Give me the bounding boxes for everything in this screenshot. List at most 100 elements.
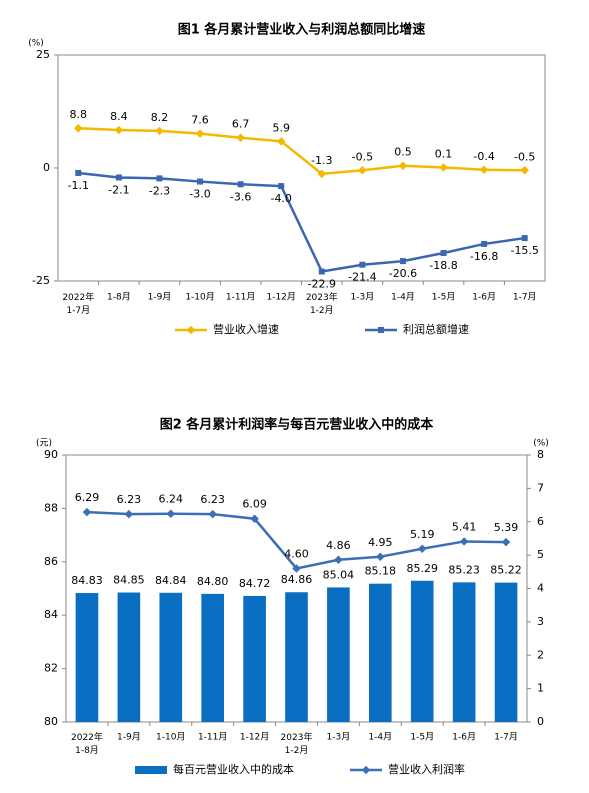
x-tick-label: 1-11月: [226, 292, 255, 303]
value-label: 5.41: [452, 520, 477, 533]
bar: [452, 582, 476, 722]
value-label: 85.04: [323, 568, 355, 581]
y-tick-label: 90: [44, 448, 58, 461]
value-label: -16.8: [470, 250, 498, 263]
point: [440, 249, 447, 256]
legend-marker: [186, 325, 196, 335]
y-tick-label: 80: [44, 715, 58, 728]
value-label: -1.3: [311, 154, 332, 167]
x-tick-label: 1-6月: [452, 732, 476, 743]
x-tick-label: 1-5月: [410, 732, 434, 743]
x-tick-label: 2022年 1-7月: [62, 291, 94, 316]
point: [318, 268, 325, 275]
point: [520, 166, 529, 175]
x-tick-label: 2022年 1-8月: [71, 731, 103, 756]
legend-marker: [378, 327, 384, 333]
y2-tick-label: 2: [537, 648, 544, 661]
point: [236, 133, 245, 142]
point: [114, 125, 124, 135]
value-label: -0.5: [352, 150, 373, 163]
point: [479, 165, 489, 175]
point: [521, 235, 528, 242]
point: [166, 509, 176, 518]
value-label: -4.0: [270, 192, 291, 205]
point: [115, 174, 122, 181]
point: [398, 161, 408, 170]
value-label: 84.83: [71, 574, 103, 587]
y-tick-label: 88: [44, 501, 58, 514]
x-tick-label: 2023年 1-2月: [281, 731, 313, 756]
value-label: 5.9: [272, 121, 290, 134]
bar: [410, 580, 434, 722]
value-label: 6.29: [75, 491, 100, 504]
x-tick-label: 2023年 1-2月: [306, 291, 338, 316]
y2-tick-label: 7: [537, 481, 544, 494]
chart-title: 图1 各月累计营业收入与利润总额同比增速: [178, 22, 426, 38]
point: [317, 169, 327, 179]
value-label: 8.4: [110, 110, 128, 123]
point: [399, 258, 406, 265]
point: [278, 183, 285, 190]
y-tick-label: -25: [32, 274, 50, 287]
y2-tick-label: 3: [537, 615, 544, 628]
point: [197, 178, 204, 185]
bar: [285, 592, 308, 722]
x-tick-label: 1-5月: [432, 292, 456, 303]
point: [208, 509, 217, 519]
value-label: 8.8: [70, 108, 88, 121]
value-label: 4.95: [368, 536, 393, 549]
value-label: -3.0: [189, 188, 210, 201]
x-tick-label: 1-12月: [266, 292, 295, 303]
y-tick-label: 84: [44, 608, 58, 621]
y2-tick-label: 4: [537, 582, 544, 595]
value-label: 84.72: [239, 577, 271, 590]
y-tick-label: 0: [43, 161, 50, 174]
point: [124, 509, 134, 519]
legend-swatch: [135, 766, 167, 774]
value-label: 7.6: [191, 114, 209, 127]
value-label: 6.24: [159, 493, 184, 506]
y2-tick-label: 5: [537, 548, 544, 561]
value-label: 8.2: [151, 111, 169, 124]
y2-tick-label: 0: [537, 715, 544, 728]
point: [358, 166, 367, 175]
point: [82, 507, 92, 517]
point: [501, 537, 511, 547]
point: [459, 537, 469, 546]
chart-1: 图1 各月累计营业收入与利润总额同比增速 (%) -25 0 25 2022年 1-7月 1-…: [28, 22, 546, 336]
value-label: 84.85: [113, 574, 145, 587]
bar: [494, 582, 518, 722]
value-label: -20.6: [389, 267, 417, 280]
x-tick-label: 1-4月: [391, 292, 415, 303]
value-label: 4.60: [284, 547, 309, 560]
value-label: -2.1: [108, 183, 129, 196]
point: [276, 137, 286, 146]
value-label: -21.4: [348, 271, 376, 284]
y2-tick-label: 8: [537, 448, 544, 461]
value-label: 85.23: [448, 563, 480, 576]
bar: [201, 593, 224, 722]
x-tick-label: 1-9月: [148, 292, 172, 303]
legend-label: 每百元营业收入中的成本: [173, 762, 294, 776]
bar: [159, 592, 183, 722]
value-label: 6.23: [200, 493, 225, 506]
value-label: 5.39: [494, 521, 519, 534]
point: [156, 175, 163, 182]
point: [74, 123, 83, 133]
x-tick-label: 1-8月: [107, 292, 131, 303]
point: [250, 514, 259, 523]
point: [439, 163, 448, 172]
y2-axis-label: (%): [533, 439, 549, 449]
x-tick-label: 1-10月: [185, 292, 214, 303]
value-label: 0.1: [435, 148, 453, 161]
legend-label: 营业收入增速: [213, 322, 279, 336]
value-label: 85.18: [365, 565, 397, 578]
value-label: 5.19: [410, 528, 435, 541]
value-label: -18.8: [429, 259, 457, 272]
value-label: -1.1: [68, 179, 89, 192]
y2-tick-label: 1: [537, 682, 544, 695]
x-tick-label: 1-9月: [117, 732, 141, 743]
point: [195, 129, 205, 138]
point: [334, 555, 343, 565]
